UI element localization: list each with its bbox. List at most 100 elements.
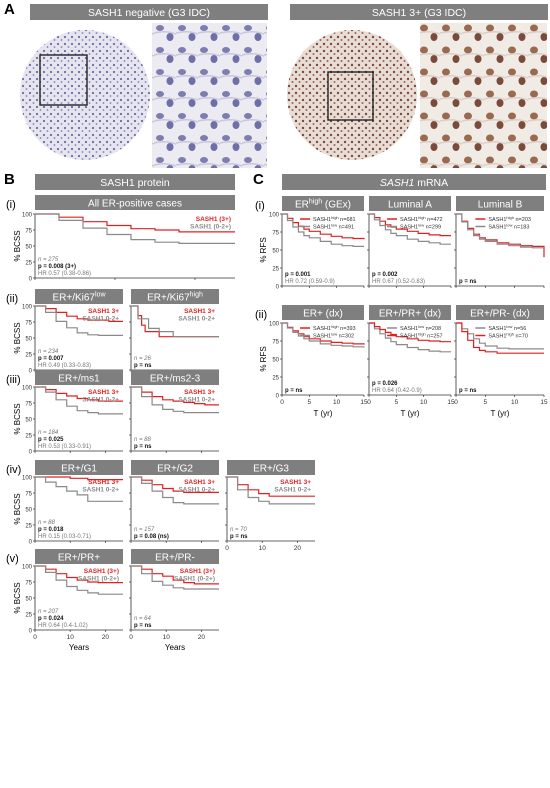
legend-entry: SASH1low n=56 (488, 324, 526, 332)
plot-title-b-3-2: ER+/G3 (253, 464, 289, 475)
curve-high (35, 213, 235, 233)
legend-entry: SASH1 0-2+ (82, 487, 119, 494)
plot-title-c-0-1-bg (369, 196, 451, 211)
stats-line: n = 234 (38, 349, 59, 355)
stats-line: HR 0.67 (0.52-0.83) (372, 279, 425, 285)
legend-entry: SASH1 3+ (280, 479, 311, 486)
panel-a-header-negative-bg (30, 4, 268, 20)
y-tick-label: 0 (29, 540, 33, 546)
stats-line: HR 0.57 (0.38-0.86) (38, 271, 91, 277)
panel-a-header-positive-bg (290, 4, 548, 20)
tma-core-positive (287, 30, 417, 160)
stats-line: p = 0.025 (38, 437, 64, 443)
stats-line: p = ns (285, 388, 303, 394)
x-axis-title-c-2: T (yr) (491, 409, 510, 418)
plot-title-b-1-1-bg (131, 289, 219, 304)
stats-line: p = ns (134, 363, 152, 369)
x-tick-label: 10 (511, 399, 519, 406)
plot-title-b-2-1-bg (131, 370, 219, 385)
legend-entry: SASH1high n=393 (313, 324, 356, 332)
x-tick-label: 20 (294, 545, 302, 552)
y-tick-label: 50 (25, 418, 32, 424)
y-axis-title-b: % BCSS (13, 582, 22, 613)
stats-line: p = 0.008 (3+) (38, 264, 76, 270)
stats-line: p = ns (230, 534, 248, 540)
curve-high (35, 386, 123, 402)
legend-entry: SASH1 (3+) (180, 568, 215, 575)
y-tick-label: 0 (276, 394, 280, 400)
stats-line: p = ns (134, 444, 152, 450)
y-tick-label: 25 (25, 353, 32, 359)
panel-c-header-bg (282, 174, 546, 190)
row-label-b-2: (iii) (6, 374, 21, 386)
row-label-b-0: (i) (6, 199, 16, 211)
curve-low (35, 476, 123, 502)
stats-line: n = 26 (134, 356, 152, 362)
x-tick-label: 15 (540, 399, 548, 406)
stats-line: n = 184 (38, 430, 59, 436)
km-plot-b-3-0: 0 25 50 75 100 SASH1 3+SASH1 0-2+ n = 88p = 0.… (22, 476, 123, 546)
y-tick-label: 100 (269, 213, 280, 219)
plot-title-b-3-1: ER+/G2 (157, 464, 193, 475)
curve-low (131, 565, 219, 590)
plot-title-b-3-2-bg (227, 460, 315, 475)
y-tick-label: 50 (272, 358, 279, 364)
legend-entry: SASH1low n=302 (313, 332, 354, 340)
stats-line: p = 0.002 (372, 272, 398, 278)
curve-low (35, 213, 235, 244)
y-tick-label: 100 (22, 386, 33, 392)
x-tick-label: 10 (67, 634, 75, 641)
curve-low (131, 476, 219, 505)
km-plot-b-2-1: SASH1 3+SASH1 0-2+ n = 88p = ns (129, 386, 219, 453)
x-axis-title-b-right: Years (165, 643, 185, 652)
plot-title-c-1-0: ER+ (dx) (303, 309, 343, 320)
x-axis-title-c-0: T (yr) (314, 409, 333, 418)
x-tick-label: 10 (259, 545, 267, 552)
legend-entry: SASH1high n=70 (488, 332, 528, 340)
stats-line: p = ns (459, 388, 477, 394)
curve-low (35, 565, 123, 595)
legend-entry: SASH1 0-2+ (178, 487, 215, 494)
curve-high (282, 213, 365, 240)
stats-line: n = 70 (230, 527, 248, 533)
km-plot-b-4-1: 0 10 20 SASH1 (3+)SASH1 (0-2+) n = 64p = ns (129, 565, 219, 641)
x-tick-label: 10 (163, 634, 171, 641)
legend-entry: SASH1 3+ (88, 308, 119, 315)
y-tick-label: 100 (22, 565, 33, 571)
legend-entry: SASH1 (0-2+) (190, 224, 231, 231)
x-tick-label: 0 (454, 399, 458, 406)
x-tick-label: 0 (33, 634, 37, 641)
plot-title-c-0-2: Luminal B (478, 200, 523, 211)
panel-b-header-bg (35, 174, 235, 190)
plot-title-b-2-1: ER+/ms2-3 (150, 374, 201, 385)
curve-high (131, 386, 219, 406)
y-tick-label: 0 (29, 450, 33, 456)
stats-line: p = 0.007 (38, 356, 64, 362)
plot-title-b-2-0: ER+/ms1 (58, 374, 100, 385)
y-tick-label: 75 (272, 340, 279, 346)
y-tick-label: 0 (29, 369, 33, 375)
y-tick-label: 100 (269, 322, 280, 328)
km-plot-b-3-2: 0 10 20 SASH1 3+SASH1 0-2+ n = 70p = ns (225, 476, 315, 552)
plot-title-b-0-0: All ER-positive cases (88, 199, 182, 210)
plot-title-c-0-0-bg (282, 196, 364, 211)
legend-entry: SASH1 3+ (88, 389, 119, 396)
x-tick-label: 20 (198, 634, 206, 641)
x-tick-label: 20 (102, 634, 110, 641)
legend-entry: SASH1 0-2+ (274, 487, 311, 494)
legend-entry: SASH1high n=681 (313, 215, 356, 223)
y-tick-label: 75 (25, 581, 32, 587)
x-tick-label: 0 (225, 545, 229, 552)
plot-title-c-0-2-bg (456, 196, 544, 211)
legend-entry: SASH1 3+ (88, 479, 119, 486)
plot-title-b-4-1: ER+/PR- (155, 553, 195, 564)
stats-line: p = 0.001 (285, 272, 311, 278)
curve-low (282, 213, 364, 247)
y-tick-label: 25 (25, 613, 32, 619)
panel-a-header-negative: SASH1 negative (G3 IDC) (88, 7, 210, 19)
plot-title-c-1-0-bg (282, 305, 364, 320)
row-label-c-0: (i) (255, 200, 265, 212)
